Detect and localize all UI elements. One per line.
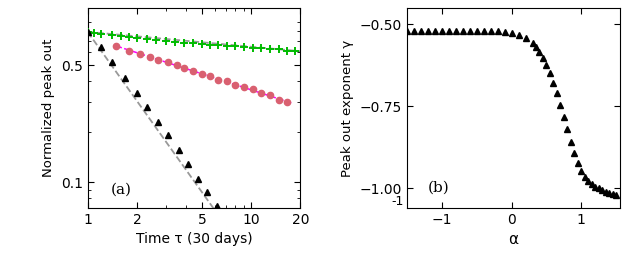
Text: -1: -1 — [391, 195, 403, 208]
Text: (b): (b) — [428, 181, 450, 195]
X-axis label: Time τ (30 days): Time τ (30 days) — [136, 232, 252, 246]
Y-axis label: Normalized peak out: Normalized peak out — [42, 39, 55, 177]
X-axis label: α: α — [508, 232, 518, 248]
Y-axis label: Peak out exponent γ: Peak out exponent γ — [341, 39, 354, 177]
Text: (a): (a) — [111, 183, 132, 197]
